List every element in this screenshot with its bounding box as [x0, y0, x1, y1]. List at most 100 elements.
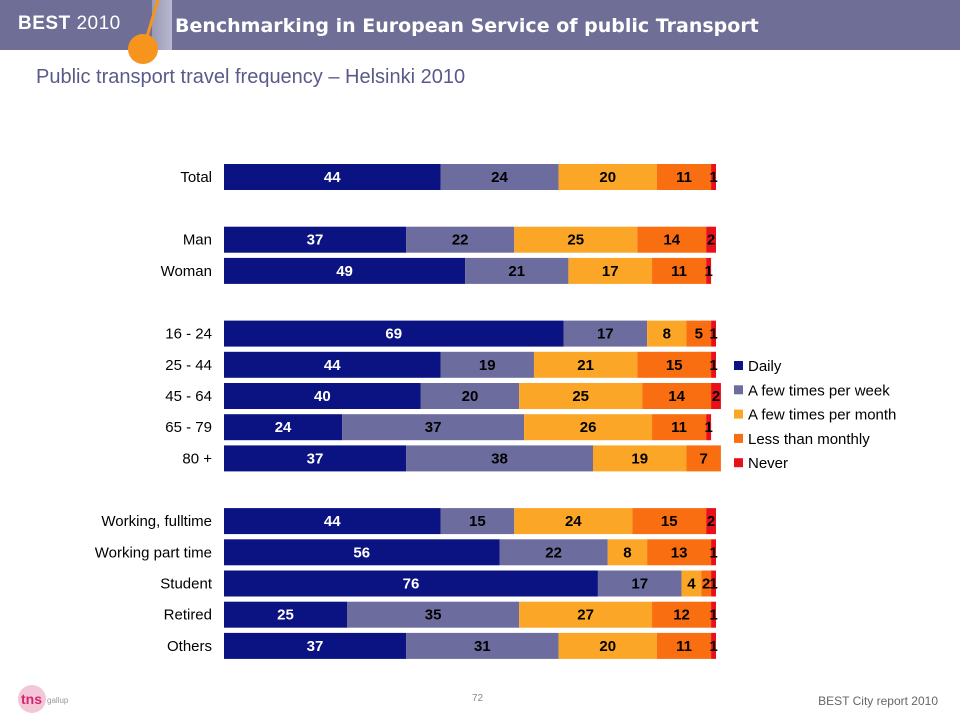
bar-segment — [656, 632, 712, 659]
tns-gallup-logo: tns gallup — [12, 684, 92, 714]
category-label: Total — [180, 169, 212, 186]
bar-segment — [499, 539, 608, 566]
bar-segment — [647, 320, 687, 347]
category-label: Working part time — [95, 544, 212, 561]
data-label: 24 — [565, 513, 582, 530]
category-label: 25 - 44 — [165, 357, 212, 374]
bar-segment — [647, 539, 712, 566]
bar-segment — [706, 414, 712, 441]
bar-segment — [347, 601, 520, 628]
data-label: 1 — [709, 607, 717, 624]
data-label: 15 — [469, 513, 486, 530]
data-label: 22 — [452, 232, 469, 249]
bar-segment — [406, 226, 515, 253]
bar-segment — [224, 383, 421, 409]
bar-segment — [224, 257, 466, 284]
bar-segment — [519, 383, 643, 409]
bar-segment — [224, 601, 347, 628]
bar-segment — [558, 632, 657, 659]
bar-segment — [465, 257, 569, 284]
bar-segment — [224, 539, 500, 566]
data-label: 25 — [572, 388, 589, 405]
bar-segment — [711, 632, 716, 659]
data-label: 17 — [631, 576, 648, 593]
bar-segment — [342, 414, 525, 441]
category-label: Student — [160, 576, 213, 593]
bar-segment — [558, 164, 657, 190]
bar-segment — [642, 383, 712, 409]
header-banner: BEST 2010 Benchmarking in European Servi… — [0, 0, 960, 50]
data-label: 15 — [666, 357, 683, 374]
data-label: 12 — [673, 607, 690, 624]
bar-segment — [440, 351, 534, 378]
category-label: Retired — [164, 607, 212, 624]
data-label: 24 — [491, 169, 508, 186]
bar-segment — [701, 570, 712, 597]
data-label: 8 — [623, 544, 631, 561]
bar-segment — [563, 320, 648, 347]
data-label: 22 — [545, 544, 562, 561]
tns-logo-icon: tns gallup — [18, 685, 69, 713]
bar-segment — [652, 601, 712, 628]
data-label: 44 — [324, 169, 341, 186]
data-label: 44 — [324, 513, 341, 530]
data-label: 14 — [663, 232, 680, 249]
data-label: 21 — [577, 357, 594, 374]
bar-segment — [440, 508, 515, 535]
data-label: 1 — [709, 326, 717, 343]
category-label: 45 - 64 — [165, 388, 212, 405]
bar-segment — [656, 164, 712, 190]
legend-swatch — [734, 458, 743, 468]
category-label: Man — [183, 232, 212, 249]
data-label: 38 — [491, 450, 508, 467]
bar-segment — [224, 226, 407, 253]
legend-label: A few times per week — [748, 382, 890, 399]
legend-label: Daily — [748, 358, 782, 375]
bar-segment — [711, 351, 716, 378]
brand-year: 2010 — [76, 13, 121, 34]
bar-segment — [637, 351, 712, 378]
legend-label: Never — [748, 455, 788, 472]
data-label: 1 — [709, 357, 717, 374]
data-label: 25 — [277, 607, 294, 624]
bar-segment — [706, 226, 716, 253]
legend-swatch — [734, 409, 743, 419]
legend: Daily A few times per week A few times per… — [734, 358, 896, 472]
bar-segment — [711, 320, 716, 347]
bar-row: Woman 49 21 17 11 1 — [161, 257, 713, 284]
data-label: 19 — [631, 450, 648, 467]
data-label: 11 — [676, 169, 692, 186]
category-label: 16 - 24 — [165, 326, 212, 343]
data-label: 31 — [474, 638, 491, 655]
data-label: 2 — [702, 576, 710, 593]
bar-segment — [607, 539, 648, 566]
data-label: 2 — [707, 232, 715, 249]
bar-row: Working, fulltime 44 15 24 15 2 — [101, 508, 716, 535]
data-label: 1 — [709, 638, 717, 655]
bar-row: 16 - 24 69 17 8 5 1 — [165, 320, 718, 347]
data-label: 26 — [580, 419, 597, 436]
legend-label: Less than monthly — [748, 431, 870, 448]
bar-row: Man 37 22 25 14 2 — [183, 226, 716, 253]
bar-segment — [711, 570, 716, 597]
data-label: 20 — [462, 388, 479, 405]
bar-segment — [420, 383, 520, 409]
category-label: 80 + — [182, 450, 212, 467]
bar-segment — [406, 445, 593, 472]
bar-row: Total 44 24 20 11 1 — [180, 164, 718, 190]
bar-segment — [711, 539, 716, 566]
bar-segment — [224, 445, 407, 472]
bar-segment — [632, 508, 707, 535]
data-label: 37 — [307, 638, 324, 655]
category-label: Working, fulltime — [101, 513, 212, 530]
data-label: 37 — [307, 232, 324, 249]
data-label: 37 — [307, 450, 324, 467]
bar-segment — [224, 508, 441, 535]
data-label: 69 — [385, 326, 402, 343]
data-label: 1 — [704, 419, 712, 436]
svg-text:gallup: gallup — [47, 696, 69, 705]
bar-row: 65 - 79 24 37 26 11 1 — [165, 414, 713, 441]
report-label: BEST City report 2010 — [818, 694, 938, 708]
bar-segment — [519, 601, 653, 628]
data-label: 56 — [353, 544, 370, 561]
